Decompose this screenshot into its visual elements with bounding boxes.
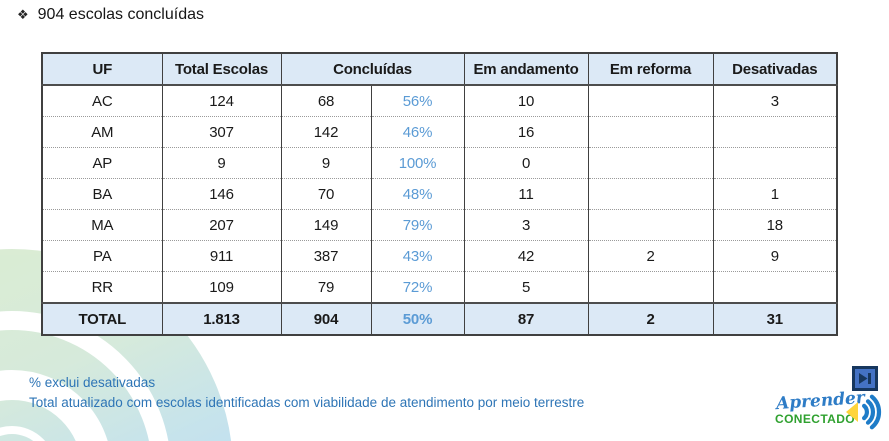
cell-uf: PA [42, 240, 162, 272]
cell-concluidas: 904 [280, 302, 371, 335]
header-row: UF Total Escolas Concluídas Em andamento… [42, 53, 838, 86]
cell-uf: AP [42, 147, 162, 179]
cell-percent: 56% [370, 85, 465, 117]
cell-uf: AC [92, 92, 113, 110]
cell-concluidas: 68 [280, 85, 371, 117]
cell-reforma: 2 [587, 240, 714, 272]
diamond-bullet-icon: ❖ [17, 7, 29, 22]
cell-total: 307 [161, 116, 281, 148]
cell-percent: 46% [370, 116, 465, 148]
cell-reforma [587, 271, 714, 303]
next-slide-icon[interactable] [852, 366, 878, 391]
cell-uf: AM [42, 116, 162, 148]
table-row-ma: MA 207 149 79% 3 18 [42, 209, 838, 241]
cell-desativadas: 31 [712, 302, 838, 335]
cell-total: 109 [161, 271, 281, 303]
cell-total: 124 [161, 85, 281, 117]
cell-andamento: 5 [463, 271, 589, 303]
cell-desativadas [712, 147, 838, 179]
cell-desativadas: 1 [712, 178, 838, 210]
col-header-em-reforma: Em reforma [587, 53, 714, 86]
cell-uf: BA [42, 178, 162, 210]
cell-desativadas: 9 [712, 240, 838, 272]
cell-andamento: 87 [463, 302, 589, 335]
cell-percent: 72% [370, 271, 465, 303]
cell-reforma [587, 178, 714, 210]
aprender-conectado-logo: Aprender CONECTADO [770, 388, 884, 439]
cell-andamento: 3 [463, 209, 589, 241]
footnote-total-rule: Total atualizado com escolas identificad… [29, 395, 585, 410]
cell-total: 146 [161, 178, 281, 210]
cell-total: 1.813 [161, 302, 281, 335]
table-row-total: TOTAL 1.813 904 50% 87 2 31 [42, 302, 838, 335]
cell-andamento: 10 [463, 85, 589, 117]
page-title: ❖ 904 escolas concluídas [17, 6, 204, 24]
table-row-ac: AC 124 68 56% 10 3 [42, 85, 838, 117]
col-header-concluidas: Concluídas [280, 53, 465, 86]
col-header-uf: UF [42, 53, 162, 86]
cell-concluidas: 142 [280, 116, 371, 148]
col-header-desativadas: Desativadas [712, 53, 838, 86]
col-header-total-escolas: Total Escolas [161, 53, 281, 86]
cell-concluidas: 149 [280, 209, 371, 241]
cell-desativadas: 18 [712, 209, 838, 241]
cell-total: 911 [161, 240, 281, 272]
table-row-ap: AP 9 9 100% 0 [42, 147, 838, 179]
table-row-pa: PA 911 387 43% 42 2 9 [42, 240, 838, 272]
cell-reforma [587, 85, 714, 117]
page-title-text: 904 escolas concluídas [37, 6, 204, 23]
logo-caps-text: CONECTADO [775, 412, 856, 426]
cell-concluidas: 79 [280, 271, 371, 303]
cell-total: 9 [161, 147, 281, 179]
cell-reforma: 2 [587, 302, 714, 335]
footnotes: % exclui desativadas Total atualizado co… [29, 373, 584, 413]
cell-concluidas: 9 [280, 147, 371, 179]
cell-percent: 100% [370, 147, 465, 179]
cell-reforma [587, 209, 714, 241]
cell-uf: MA [42, 209, 162, 241]
cell-percent: 48% [370, 178, 465, 210]
cell-percent: 43% [370, 240, 465, 272]
cell-percent: 50% [370, 302, 465, 335]
footnote-percent-rule: % exclui desativadas [29, 375, 156, 390]
wifi-signal-arcs-decoration [0, 249, 232, 441]
table-row-ba: BA 146 70 48% 11 1 [42, 178, 838, 210]
play-triangle-wifi-icon [846, 394, 882, 430]
cell-andamento: 16 [463, 116, 589, 148]
cell-reforma [587, 116, 714, 148]
cell-desativadas: 3 [712, 85, 838, 117]
cell-total: 207 [161, 209, 281, 241]
cell-andamento: 42 [463, 240, 589, 272]
cell-reforma [587, 147, 714, 179]
cell-andamento: 0 [463, 147, 589, 179]
cell-uf: TOTAL [42, 302, 162, 335]
schools-status-table: UF Total Escolas Concluídas Em andamento… [41, 52, 839, 336]
table-row-am: AM 307 142 46% 16 [42, 116, 838, 148]
cell-desativadas [712, 271, 838, 303]
cell-desativadas [712, 116, 838, 148]
cell-uf: RR [42, 271, 162, 303]
cell-andamento: 11 [463, 178, 589, 210]
col-header-em-andamento: Em andamento [463, 53, 589, 86]
cell-percent: 79% [370, 209, 465, 241]
cell-concluidas: 70 [280, 178, 371, 210]
table-row-rr: RR 109 79 72% 5 [42, 271, 838, 303]
cell-concluidas: 387 [280, 240, 371, 272]
